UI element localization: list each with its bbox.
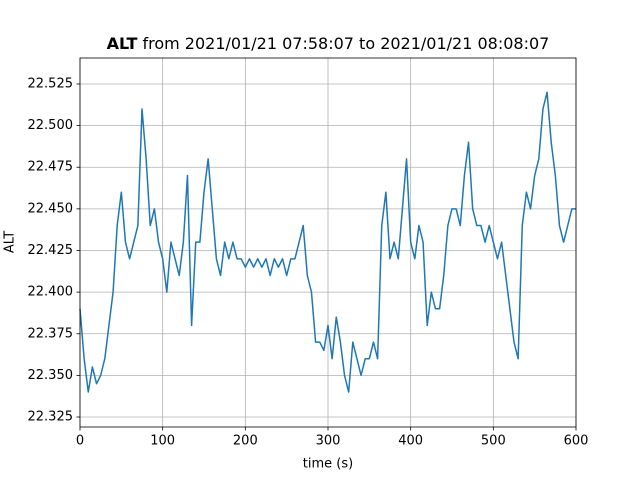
x-tick-label: 100 <box>150 434 175 449</box>
y-tick-label: 22.400 <box>28 285 74 300</box>
y-tick-label: 22.525 <box>28 76 74 91</box>
y-tick-label: 22.425 <box>28 243 74 258</box>
y-tick-label: 22.325 <box>28 410 74 425</box>
y-tick-label: 22.475 <box>28 160 74 175</box>
title-range: from 2021/01/21 07:58:07 to 2021/01/21 0… <box>142 34 549 53</box>
x-tick-label: 200 <box>233 434 258 449</box>
x-tick-label: 300 <box>316 434 341 449</box>
chart-title: ALT from 2021/01/21 07:58:07 to 2021/01/2… <box>107 34 550 53</box>
title-variable: ALT <box>107 34 138 53</box>
x-tick-label: 600 <box>564 434 589 449</box>
y-tick-label: 22.350 <box>28 368 74 383</box>
y-tick-label: 22.500 <box>28 118 74 133</box>
x-tick-label: 0 <box>76 434 84 449</box>
y-axis-label: ALT <box>3 231 18 253</box>
x-axis-label: time (s) <box>303 457 353 472</box>
plot-frame <box>79 57 577 428</box>
data-line <box>79 91 576 393</box>
y-tick-label: 22.375 <box>28 326 74 341</box>
y-tick-label: 22.450 <box>28 201 74 216</box>
x-tick-label: 400 <box>398 434 423 449</box>
x-tick-label: 500 <box>481 434 506 449</box>
